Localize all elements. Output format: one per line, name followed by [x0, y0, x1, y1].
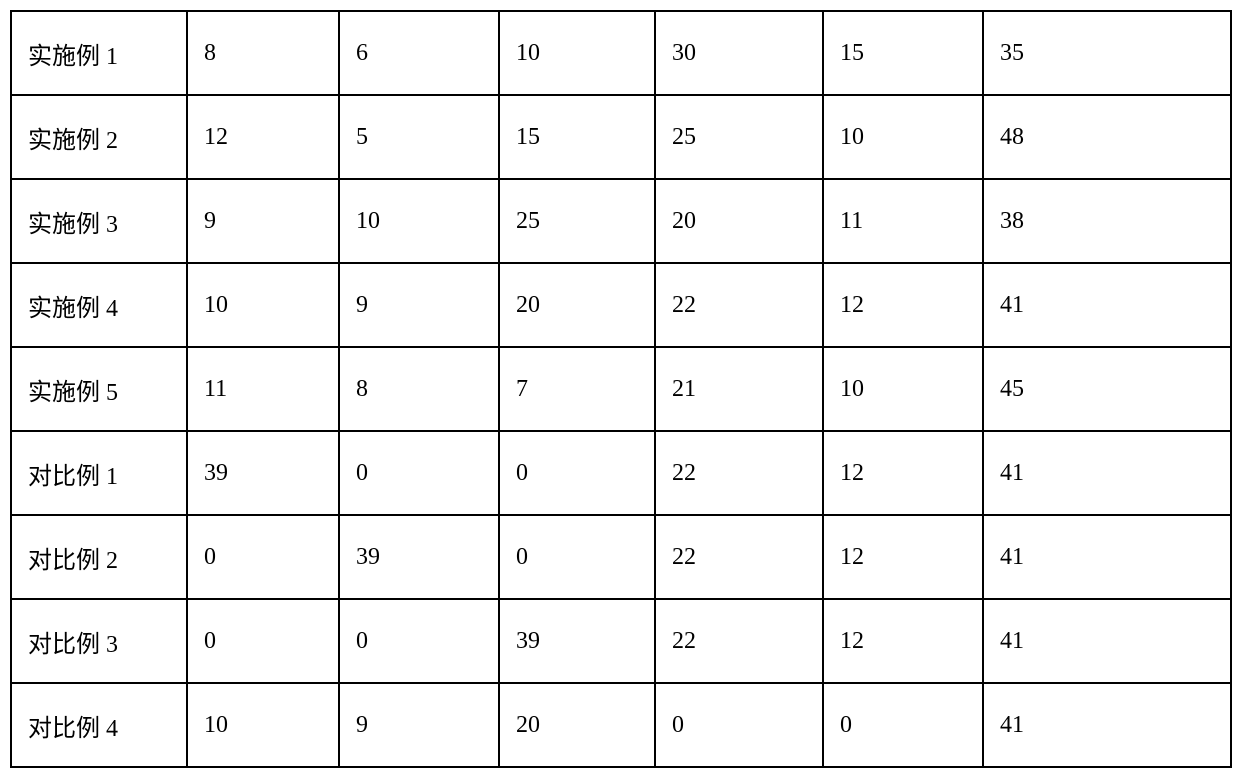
table-row: 实施例 5 11 8 7 21 10 45	[11, 347, 1231, 431]
cell: 9	[187, 179, 339, 263]
cell: 10	[187, 683, 339, 767]
row-label: 实施例 1	[11, 11, 187, 95]
table-row: 实施例 1 8 6 10 30 15 35	[11, 11, 1231, 95]
cell: 9	[339, 683, 499, 767]
cell: 10	[339, 179, 499, 263]
cell: 0	[499, 431, 655, 515]
cell: 15	[823, 11, 983, 95]
cell: 22	[655, 263, 823, 347]
cell: 10	[823, 95, 983, 179]
cell: 48	[983, 95, 1231, 179]
cell: 12	[823, 263, 983, 347]
cell: 0	[339, 431, 499, 515]
row-label: 对比例 2	[11, 515, 187, 599]
cell: 41	[983, 515, 1231, 599]
cell: 12	[187, 95, 339, 179]
table-row: 实施例 2 12 5 15 25 10 48	[11, 95, 1231, 179]
table-row: 实施例 3 9 10 25 20 11 38	[11, 179, 1231, 263]
cell: 10	[823, 347, 983, 431]
cell: 0	[655, 683, 823, 767]
cell: 0	[339, 599, 499, 683]
cell: 21	[655, 347, 823, 431]
table-row: 对比例 4 10 9 20 0 0 41	[11, 683, 1231, 767]
cell: 6	[339, 11, 499, 95]
table-row: 对比例 1 39 0 0 22 12 41	[11, 431, 1231, 515]
cell: 7	[499, 347, 655, 431]
cell: 8	[187, 11, 339, 95]
row-label: 实施例 3	[11, 179, 187, 263]
table-row: 对比例 3 0 0 39 22 12 41	[11, 599, 1231, 683]
cell: 0	[187, 515, 339, 599]
cell: 39	[339, 515, 499, 599]
cell: 12	[823, 515, 983, 599]
cell: 39	[187, 431, 339, 515]
cell: 15	[499, 95, 655, 179]
cell: 5	[339, 95, 499, 179]
cell: 38	[983, 179, 1231, 263]
cell: 11	[823, 179, 983, 263]
cell: 41	[983, 599, 1231, 683]
cell: 0	[499, 515, 655, 599]
cell: 39	[499, 599, 655, 683]
cell: 0	[823, 683, 983, 767]
cell: 22	[655, 515, 823, 599]
cell: 20	[655, 179, 823, 263]
cell: 35	[983, 11, 1231, 95]
cell: 20	[499, 683, 655, 767]
row-label: 实施例 5	[11, 347, 187, 431]
cell: 8	[339, 347, 499, 431]
row-label: 对比例 1	[11, 431, 187, 515]
cell: 9	[339, 263, 499, 347]
cell: 41	[983, 263, 1231, 347]
cell: 10	[499, 11, 655, 95]
table-row: 对比例 2 0 39 0 22 12 41	[11, 515, 1231, 599]
row-label: 对比例 4	[11, 683, 187, 767]
cell: 12	[823, 431, 983, 515]
row-label: 实施例 2	[11, 95, 187, 179]
cell: 45	[983, 347, 1231, 431]
cell: 20	[499, 263, 655, 347]
cell: 10	[187, 263, 339, 347]
table-row: 实施例 4 10 9 20 22 12 41	[11, 263, 1231, 347]
cell: 41	[983, 683, 1231, 767]
cell: 0	[187, 599, 339, 683]
cell: 30	[655, 11, 823, 95]
cell: 25	[655, 95, 823, 179]
cell: 25	[499, 179, 655, 263]
cell: 12	[823, 599, 983, 683]
row-label: 实施例 4	[11, 263, 187, 347]
table-body: 实施例 1 8 6 10 30 15 35 实施例 2 12 5 15 25 1…	[11, 11, 1231, 767]
row-label: 对比例 3	[11, 599, 187, 683]
cell: 41	[983, 431, 1231, 515]
data-table: 实施例 1 8 6 10 30 15 35 实施例 2 12 5 15 25 1…	[10, 10, 1232, 768]
cell: 11	[187, 347, 339, 431]
cell: 22	[655, 431, 823, 515]
cell: 22	[655, 599, 823, 683]
